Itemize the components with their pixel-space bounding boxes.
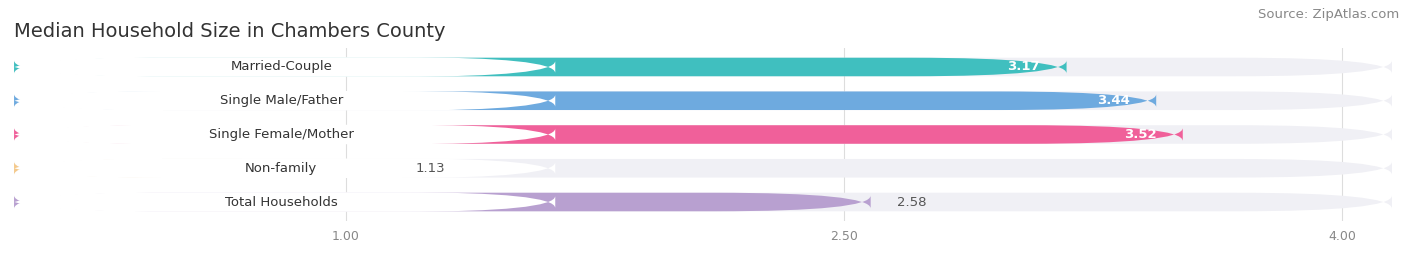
FancyBboxPatch shape [7,158,555,178]
FancyBboxPatch shape [14,58,1392,76]
Text: Single Male/Father: Single Male/Father [219,94,343,107]
FancyBboxPatch shape [14,159,389,178]
Text: Source: ZipAtlas.com: Source: ZipAtlas.com [1258,8,1399,21]
Text: 2.58: 2.58 [897,196,927,208]
FancyBboxPatch shape [7,192,555,212]
Text: Single Female/Mother: Single Female/Mother [209,128,354,141]
FancyBboxPatch shape [14,193,1392,211]
FancyBboxPatch shape [14,58,1067,76]
FancyBboxPatch shape [7,57,555,77]
FancyBboxPatch shape [14,125,1392,144]
FancyBboxPatch shape [14,193,870,211]
Text: 1.13: 1.13 [416,162,446,175]
FancyBboxPatch shape [7,91,555,111]
FancyBboxPatch shape [7,125,555,144]
FancyBboxPatch shape [14,159,1392,178]
Text: Total Households: Total Households [225,196,337,208]
Text: 3.52: 3.52 [1123,128,1156,141]
FancyBboxPatch shape [14,91,1392,110]
Text: Non-family: Non-family [245,162,318,175]
Text: Median Household Size in Chambers County: Median Household Size in Chambers County [14,22,446,41]
FancyBboxPatch shape [14,91,1156,110]
Text: 3.17: 3.17 [1007,61,1040,73]
Text: Married-Couple: Married-Couple [231,61,332,73]
FancyBboxPatch shape [14,125,1182,144]
Text: 3.44: 3.44 [1097,94,1129,107]
